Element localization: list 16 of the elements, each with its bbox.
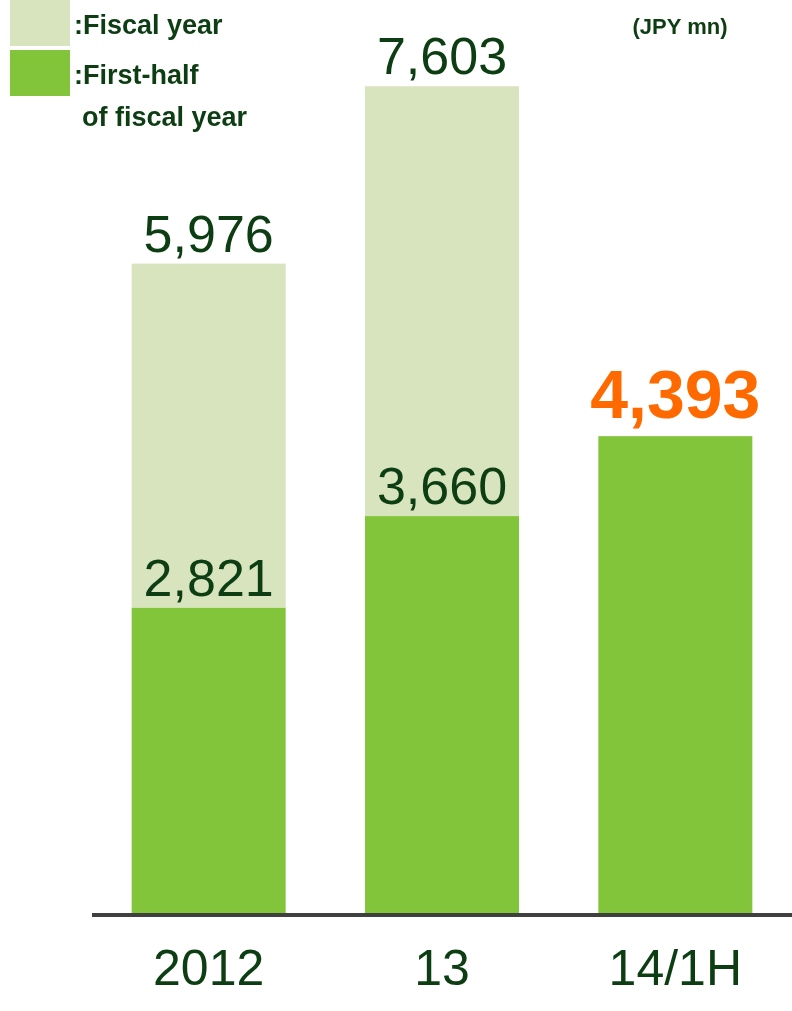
total-label: 4,393	[590, 356, 761, 433]
data-label: 2,821	[143, 548, 274, 607]
x-tick-label: 2012	[153, 940, 265, 996]
legend-label: :First-half of fiscal year	[74, 60, 248, 132]
bar	[131, 607, 286, 915]
legend-label: :Fiscal year	[74, 10, 224, 40]
total-label: 7,603	[376, 27, 508, 86]
total-label: 5,976	[143, 204, 274, 263]
x-tick-label: 14/1H	[608, 940, 743, 996]
text: (JPY mn)	[632, 14, 728, 39]
data-label: 3,660	[376, 457, 508, 516]
bar	[365, 86, 519, 517]
bar	[598, 436, 753, 915]
x-tick-label: 13	[414, 940, 470, 996]
bar	[365, 516, 519, 915]
bar	[131, 263, 286, 608]
